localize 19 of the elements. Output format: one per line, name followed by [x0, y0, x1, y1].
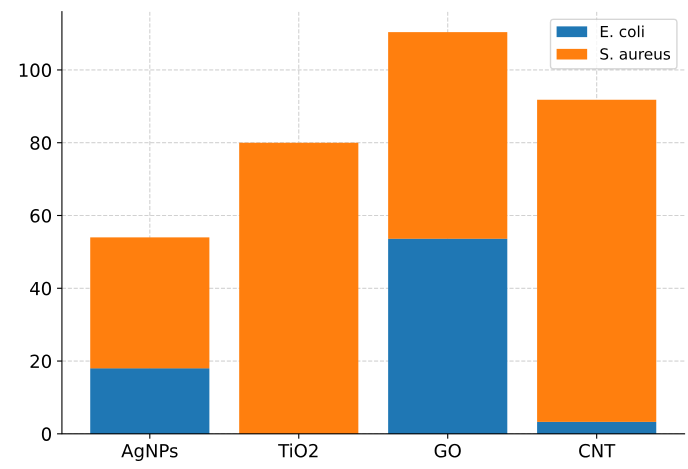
y-tick-label: 0 — [42, 427, 51, 441]
bar — [239, 142, 358, 434]
bar — [537, 100, 656, 422]
x-tick-label: TiO2 — [278, 444, 318, 458]
y-tick-label: 20 — [30, 354, 51, 368]
y-tick-label: 40 — [30, 282, 51, 296]
x-tick-label: GO — [434, 444, 461, 458]
y-tick-label: 100 — [20, 63, 51, 78]
bar — [537, 422, 656, 434]
bar — [90, 237, 210, 368]
y-tick-label: 80 — [30, 136, 51, 150]
x-tick-label: AgNPs — [121, 444, 178, 462]
y-tick-label: 60 — [30, 208, 51, 223]
legend-label: E. coli — [600, 25, 644, 38]
bar — [90, 368, 210, 434]
legend-label: S. aureus — [600, 48, 670, 60]
x-tick-label: CNT — [579, 444, 616, 458]
bar — [388, 32, 508, 239]
bar — [388, 238, 508, 434]
